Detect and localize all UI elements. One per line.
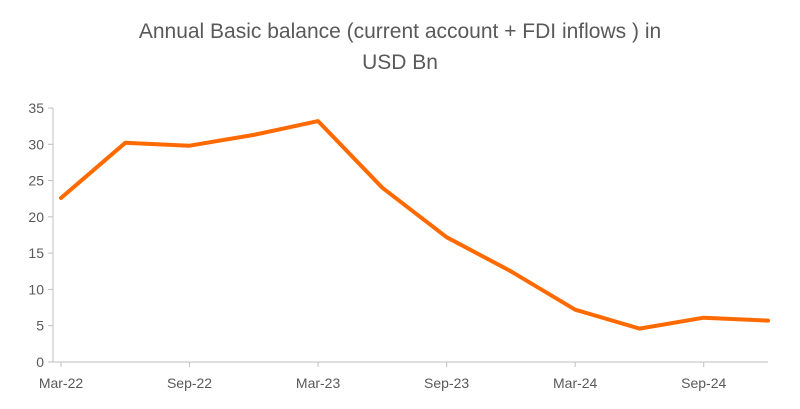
y-tick-label: 5 bbox=[36, 318, 44, 334]
y-tick-label: 25 bbox=[28, 173, 44, 189]
series-group bbox=[59, 119, 770, 331]
y-axis: 0 5 10 15 20 25 30 35 bbox=[28, 100, 54, 370]
y-tick-label: 0 bbox=[36, 354, 44, 370]
data-point bbox=[702, 316, 706, 320]
data-point bbox=[252, 133, 256, 137]
data-point bbox=[509, 269, 513, 273]
data-point bbox=[445, 235, 449, 239]
chart-title-line-1: Annual Basic balance (current account + … bbox=[138, 20, 662, 43]
x-tick-label: Sep-23 bbox=[424, 375, 469, 391]
x-tick-label: Mar-22 bbox=[39, 375, 84, 391]
y-tick-label: 35 bbox=[28, 100, 44, 116]
y-tick-label: 20 bbox=[28, 209, 44, 225]
x-tick-label: Mar-24 bbox=[553, 375, 598, 391]
y-tick-label: 10 bbox=[28, 281, 44, 297]
data-point bbox=[316, 119, 320, 123]
x-tick-label: Sep-22 bbox=[167, 375, 212, 391]
chart-title-line-2: USD Bn bbox=[362, 51, 438, 74]
x-tick-label: Sep-24 bbox=[681, 375, 726, 391]
series-line bbox=[59, 119, 770, 331]
data-point bbox=[573, 308, 577, 312]
y-tick-label: 30 bbox=[28, 136, 44, 152]
data-point bbox=[380, 186, 384, 190]
data-point bbox=[59, 196, 63, 200]
data-point bbox=[123, 141, 127, 145]
x-tick-label: Mar-23 bbox=[296, 375, 341, 391]
chart-title: Annual Basic balance (current account + … bbox=[0, 16, 800, 78]
data-point bbox=[766, 319, 770, 323]
data-point bbox=[188, 144, 192, 148]
y-tick-label: 15 bbox=[28, 245, 44, 261]
data-point bbox=[637, 327, 641, 331]
x-axis: Mar-22 Sep-22 Mar-23 Sep-23 Mar-24 Sep-24 bbox=[39, 361, 768, 391]
